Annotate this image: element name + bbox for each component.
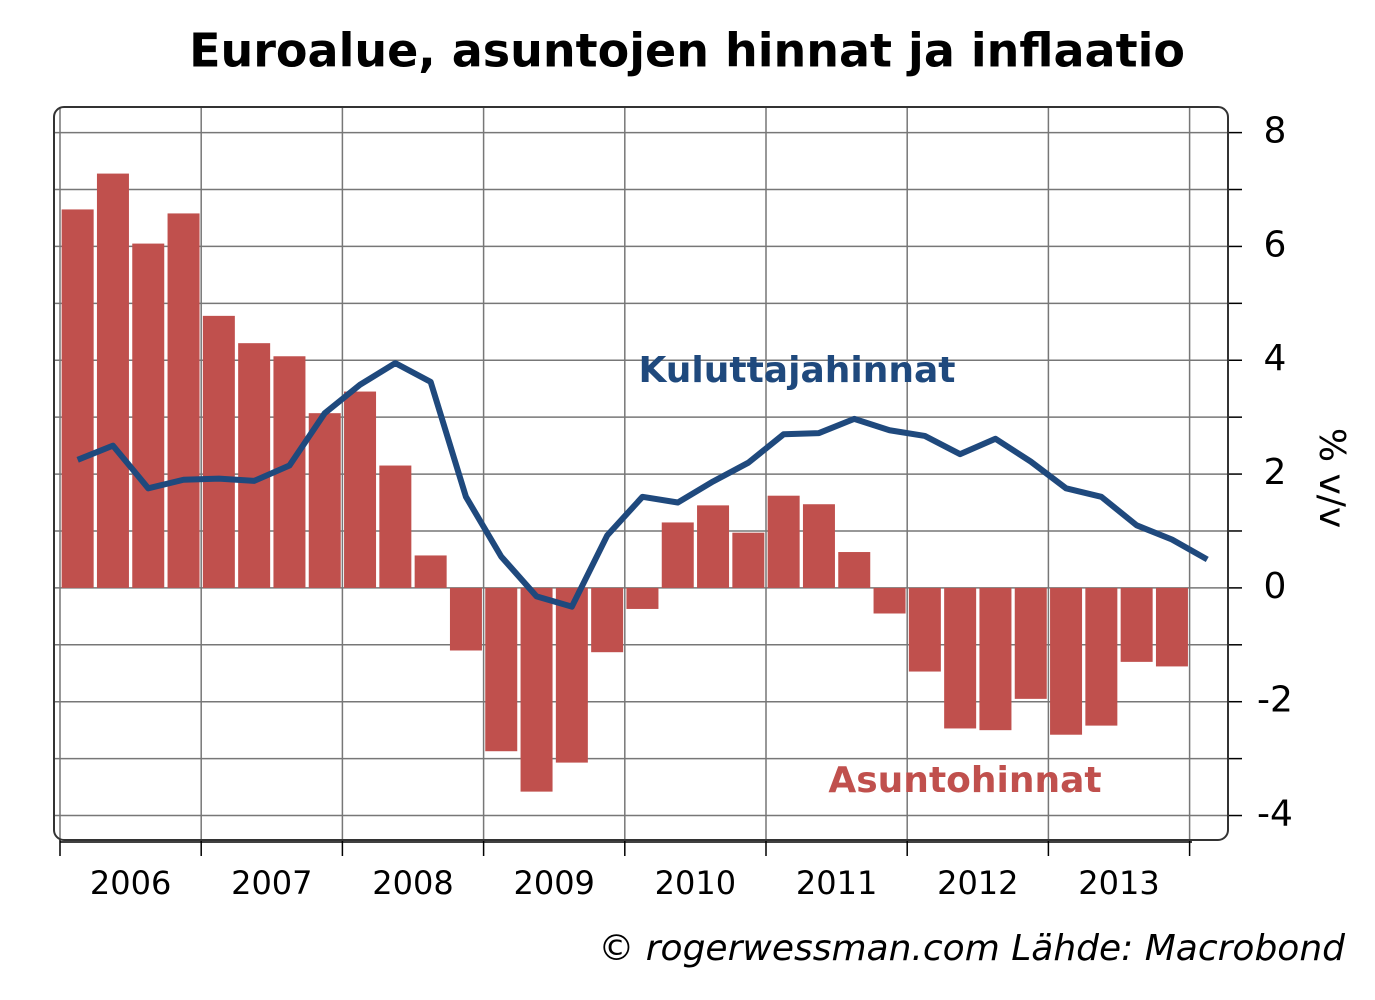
bar bbox=[626, 587, 659, 609]
x-tick-label: 2008 bbox=[372, 864, 453, 902]
bar bbox=[449, 587, 482, 651]
bar bbox=[591, 587, 624, 653]
line bbox=[76, 360, 1209, 610]
x-tick-label: 2013 bbox=[1078, 864, 1159, 902]
y-tick-label: -4 bbox=[1257, 794, 1293, 835]
bar bbox=[485, 587, 518, 752]
bar bbox=[1155, 587, 1188, 667]
x-tick-label: 2011 bbox=[796, 864, 877, 902]
y-tick-label: 4 bbox=[1264, 338, 1287, 379]
bar bbox=[202, 315, 235, 588]
chart-title: Euroalue, asuntojen hinnat ja inflaatio bbox=[189, 24, 1185, 78]
plot-frame bbox=[53, 106, 1229, 841]
legend-label: Asuntohinnat bbox=[828, 760, 1101, 801]
bar bbox=[944, 587, 977, 729]
source: © rogerwessman.com Lähde: Macrobond bbox=[598, 928, 1346, 969]
bar bbox=[661, 522, 694, 588]
y-tick-label: -2 bbox=[1257, 680, 1293, 721]
x-tick-label: 2012 bbox=[937, 864, 1018, 902]
y-tick-label: 8 bbox=[1264, 111, 1287, 152]
y-tick-label: 6 bbox=[1264, 224, 1287, 265]
bar bbox=[1050, 587, 1083, 735]
bar bbox=[697, 505, 730, 588]
bar bbox=[61, 209, 94, 588]
bar bbox=[908, 587, 941, 672]
x-tick-label: 2006 bbox=[90, 864, 171, 902]
bar bbox=[732, 532, 765, 588]
bar bbox=[344, 391, 377, 588]
y-tick-label: 0 bbox=[1264, 566, 1287, 607]
bar bbox=[132, 243, 165, 588]
bar bbox=[167, 213, 200, 588]
x-tick-label: 2009 bbox=[513, 864, 594, 902]
y-tick-label: 2 bbox=[1264, 452, 1287, 493]
bar bbox=[1085, 587, 1118, 726]
bar bbox=[414, 555, 447, 588]
bar bbox=[838, 552, 871, 588]
x-tick-label: 2010 bbox=[655, 864, 736, 902]
bar bbox=[767, 495, 800, 588]
bar bbox=[555, 587, 588, 763]
y-axis-label: % v/v bbox=[1311, 428, 1352, 528]
bar bbox=[1014, 587, 1047, 699]
bar bbox=[1120, 587, 1153, 662]
bar bbox=[802, 504, 835, 588]
bar bbox=[873, 587, 906, 614]
bar bbox=[520, 587, 553, 792]
bar bbox=[238, 343, 271, 588]
bar bbox=[308, 413, 341, 588]
bar bbox=[979, 587, 1012, 731]
bar bbox=[96, 173, 129, 588]
x-tick-label: 2007 bbox=[231, 864, 312, 902]
bar bbox=[379, 465, 412, 588]
legend-label: Kuluttajahinnat bbox=[639, 350, 956, 391]
